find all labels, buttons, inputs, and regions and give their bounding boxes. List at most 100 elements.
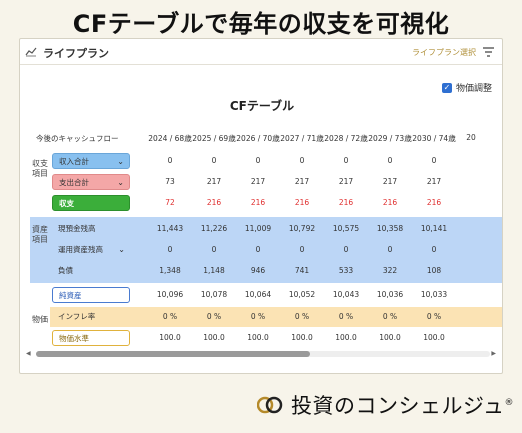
table-cell: 0 % [294,312,310,321]
table-cell: 216 [426,198,442,207]
table-cell: 10,096 [156,290,184,299]
brand-footer: 投資のコンシェルジュ® [257,388,514,422]
table-cell: 72 [165,198,175,207]
table-cell: 10,078 [200,290,228,299]
price-section-label: 物価 [32,315,48,324]
table-cell: 100.0 [247,333,269,342]
table-cell: 10,043 [332,290,360,299]
table-cell: 217 [338,177,354,186]
year-header: 2030 / 74歳 [412,134,456,143]
table-cell: 322 [382,266,398,275]
registered-mark: ® [504,398,515,408]
income-total-label: 収入合計 [59,157,89,166]
table-cell: 217 [426,177,442,186]
table-cell: 0 [343,245,349,254]
table-cell: 217 [294,177,310,186]
expense-total-label: 支出合計 [59,178,89,187]
balance-tag: 収支 [52,195,130,211]
table-cell: 100.0 [423,333,445,342]
table-cell: 0 % [382,312,398,321]
life-plan-card: ライフプラン ライフプラン選択 ✓ 物価調整 CFテーブル 今後のキャッシュフロ… [19,38,503,374]
price-adjust-label: 物価調整 [455,84,492,94]
investment-button[interactable]: 運用資産残高 ⌄ [52,242,130,258]
table-cell: 217 [382,177,398,186]
table-cell: 0 % [338,312,354,321]
table-cell: 0 % [162,312,178,321]
table-cell: 216 [382,198,398,207]
horizontal-scrollbar[interactable] [36,351,490,357]
income-section-label: 収支項目 [32,159,48,178]
table-cell: 741 [294,266,310,275]
net-assets-tag: 純資産 [52,287,130,303]
table-cell: 1,348 [159,266,181,275]
table-cell: 10,575 [332,224,360,233]
table-cell: 0 % [250,312,266,321]
table-cell: 100.0 [159,333,181,342]
table-cell: 11,443 [156,224,184,233]
table-cell: 217 [206,177,222,186]
year-header: 2026 / 70歳 [236,134,280,143]
table-cell: 0 [255,245,261,254]
header-label: 今後のキャッシュフロー [36,134,119,143]
brand-name: 投資のコンシェルジュ® [291,390,514,420]
income-section: 収支項目 収入合計 ⌄ 0 0 0 0 0 0 0 支出合計 ⌄ 73 217 21… [30,149,502,213]
scroll-right-arrow-icon[interactable]: ▶ [491,350,496,357]
table-cell: 10,036 [376,290,404,299]
table-cell: 100.0 [379,333,401,342]
table-cell: 216 [250,198,266,207]
table-cell: 0 [299,245,305,254]
table-cell: 217 [250,177,266,186]
table-cell: 216 [338,198,354,207]
table-cell: 10,052 [288,290,316,299]
year-header: 2027 / 71歳 [280,134,324,143]
expense-total-button[interactable]: 支出合計 ⌄ [52,174,130,190]
table-row-debt: 負債 1,348 1,148 946 741 533 322 108 [50,261,502,281]
debt-label: 負債 [58,266,73,275]
year-header: 2028 / 72歳 [324,134,368,143]
table-cell: 216 [206,198,222,207]
table-cell: 0 [387,245,393,254]
table-cell: 100.0 [291,333,313,342]
chevron-down-icon[interactable]: ⌄ [117,178,124,187]
table-cell: 0 [211,156,217,165]
filter-icon[interactable] [483,47,494,57]
investment-label: 運用資産残高 [58,245,103,254]
table-cell: 10,141 [420,224,448,233]
card-topbar: ライフプラン ライフプラン選択 [20,39,502,65]
table-cell: 10,792 [288,224,316,233]
chevron-down-icon[interactable]: ⌄ [118,245,125,254]
price-level-tag: 物価水準 [52,330,130,346]
plan-select-button[interactable]: ライフプラン選択 [412,48,476,57]
table-cell: 0 % [426,312,442,321]
table-header-row: 今後のキャッシュフロー 2024 / 68歳 2025 / 69歳 2026 /… [30,127,502,149]
table-row-expense-total: 支出合計 ⌄ 73 217 217 217 217 217 217 [50,172,502,192]
table-cell: 108 [426,266,442,275]
price-adjust-toggle[interactable]: ✓ 物価調整 [441,81,492,94]
table-cell: 946 [250,266,266,275]
table-row-price-level: 物価水準 100.0 100.0 100.0 100.0 100.0 100.0… [50,328,502,348]
table-cell: 216 [294,198,310,207]
table-cell: 100.0 [203,333,225,342]
chevron-down-icon[interactable]: ⌄ [117,157,124,166]
table-cell: 0 [167,156,173,165]
cf-table: 今後のキャッシュフロー 2024 / 68歳 2025 / 69歳 2026 /… [30,127,502,349]
cash-savings-label: 現預金残高 [58,224,96,233]
brand-logo-icon [257,396,283,414]
table-cell: 0 [431,156,437,165]
table-cell: 0 [299,156,305,165]
table-cell: 11,009 [244,224,272,233]
table-cell: 0 [387,156,393,165]
table-cell: 0 [255,156,261,165]
table-row-inflation: インフレ率 0 % 0 % 0 % 0 % 0 % 0 % 0 % [50,307,502,327]
table-cell: 10,064 [244,290,272,299]
checkbox-checked-icon[interactable]: ✓ [441,82,452,93]
inflation-label: インフレ率 [58,312,96,321]
year-header: 20 [466,133,476,142]
table-row-balance: 収支 72 216 216 216 216 216 216 [50,193,502,213]
scroll-left-arrow-icon[interactable]: ◀ [26,350,31,357]
table-row-income-total: 収入合計 ⌄ 0 0 0 0 0 0 0 [50,151,502,171]
table-cell: 533 [338,266,354,275]
scrollbar-thumb[interactable] [36,351,310,357]
income-total-button[interactable]: 収入合計 ⌄ [52,153,130,169]
asset-section-label: 資産項目 [32,225,48,244]
